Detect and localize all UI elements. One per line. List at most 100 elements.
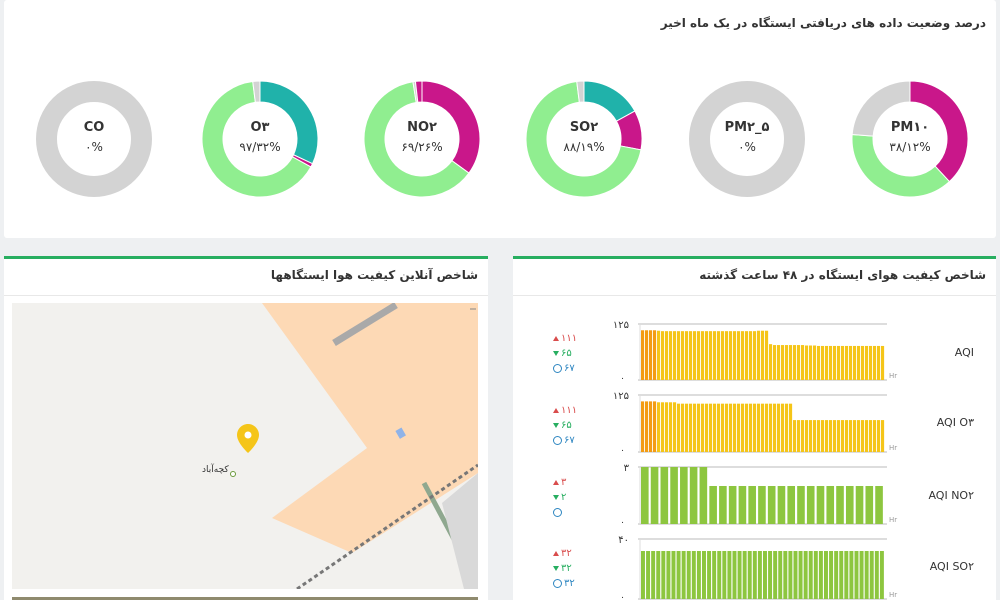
aqi-bar	[839, 551, 844, 599]
row-label-aqi-so2: AQI SO۲	[929, 560, 974, 573]
aqi-bar	[837, 345, 841, 380]
aqi-bar	[798, 551, 803, 599]
stat-min: ۶۵	[553, 346, 593, 361]
aqi-bar	[737, 403, 741, 452]
map-railway	[296, 463, 478, 589]
aqi-bar	[660, 467, 669, 524]
aqi-bar	[741, 403, 745, 452]
aqi-bar	[873, 345, 877, 380]
map-bottom-strip	[12, 597, 478, 600]
aqi-bar	[745, 331, 749, 380]
aqi-bar	[793, 551, 798, 599]
aqi-bar	[797, 420, 801, 452]
y-tick-min: ۰	[620, 446, 625, 456]
clock-icon	[553, 364, 562, 373]
aqi-bar	[824, 551, 828, 599]
aqi-bar	[861, 420, 865, 452]
aqi-bar	[845, 486, 854, 524]
aqi-bar	[768, 551, 773, 599]
stat-min: ۶۵	[553, 418, 593, 433]
location-pin-icon[interactable]	[237, 424, 259, 453]
aqi-bar	[841, 345, 845, 380]
clock-icon	[553, 508, 562, 517]
aqi-bar	[666, 551, 671, 599]
row-label-aqi: AQI	[954, 346, 974, 359]
aqi-bar	[781, 403, 785, 452]
donut-value: ۸۸/۱۹%	[563, 140, 604, 154]
aqi-bar	[656, 551, 661, 599]
aqi-bar	[801, 345, 805, 380]
arrow-up-icon	[553, 480, 559, 485]
aqi-bar	[777, 486, 786, 524]
y-tick-min: ۰	[620, 593, 625, 600]
aqi-bar	[801, 420, 805, 452]
donut-slice	[252, 80, 261, 103]
donut-slice	[201, 80, 312, 198]
aqi-bar	[685, 403, 689, 452]
aqi-bar	[669, 402, 673, 452]
aqi-bar	[789, 403, 793, 452]
aqi-bar	[881, 345, 885, 380]
arrow-down-icon	[553, 566, 559, 571]
donut-slice	[851, 80, 911, 137]
y-tick-max: ۱۲۵	[613, 391, 629, 402]
aqi-bar	[727, 551, 732, 599]
aqi-bar	[805, 345, 809, 380]
aqi-bar	[853, 420, 857, 452]
aqi-bar-chart: ۱۲۵ ۰ Hr	[613, 320, 897, 384]
aqi-bar-chart: ۱۲۵ ۰ Hr	[613, 391, 897, 456]
aqi-bar-chart: ۳ ۰ Hr	[620, 463, 897, 528]
aqi-bar	[837, 420, 841, 452]
aqi-bar	[650, 467, 659, 524]
aqi-bar	[797, 345, 801, 380]
aqi-bar	[641, 401, 645, 452]
aqi-bar	[809, 420, 813, 452]
aqi-bar	[765, 403, 769, 452]
town-dot-icon	[230, 471, 236, 477]
donut-value: ۰%	[85, 140, 103, 154]
aqi-bar	[758, 486, 766, 524]
aqi-bar	[781, 345, 785, 380]
aqi-bar	[677, 403, 681, 452]
aqi-bar	[645, 401, 649, 452]
aqi-bar	[702, 551, 706, 599]
aqi-bar	[869, 345, 873, 380]
aqi-bar	[689, 467, 698, 524]
aqi-bar	[773, 551, 778, 599]
station-map[interactable]: کچه‌آباد	[12, 303, 478, 589]
stat-max: ۳	[553, 475, 593, 490]
donut-chart: PM۱۰ ۳۸/۱۲%	[851, 80, 969, 198]
stat-max: ۱۱۱	[553, 403, 593, 418]
aqi-bar	[741, 331, 745, 380]
map-gray-block	[442, 473, 478, 589]
aqi-bar	[653, 330, 657, 380]
y-tick-min: ۰	[620, 518, 625, 528]
y-tick-max: ۱۲۵	[613, 320, 629, 331]
aqi-bar	[713, 403, 717, 452]
aqi-bar	[729, 331, 733, 380]
stat-min: ۳۲	[553, 561, 593, 576]
aqi-bar	[653, 401, 657, 452]
aqi-bar	[646, 551, 651, 599]
aqi-bar	[777, 403, 781, 452]
hr-label: Hr	[889, 516, 897, 524]
donut-slice	[689, 81, 805, 197]
aqi-bar	[670, 467, 678, 524]
aqi-bar	[721, 331, 725, 380]
aqi-bar	[680, 467, 688, 524]
aqi-bar	[689, 403, 693, 452]
arrow-down-icon	[553, 495, 559, 500]
aqi-bar	[691, 551, 696, 599]
aqi-bar-chart: ۴۰ ۰ Hr	[618, 535, 897, 600]
aqi-bar	[757, 403, 761, 452]
donut-value: ۰%	[738, 140, 756, 154]
aqi-bar	[849, 345, 853, 380]
stat-max: ۳۲	[553, 546, 593, 561]
y-tick-max: ۳	[624, 463, 630, 474]
aqi-bar	[757, 330, 761, 380]
stats-aqi-so2: ۳۲ ۳۲ ۳۲	[553, 546, 593, 591]
aqi-bar	[753, 403, 757, 452]
aqi-bar	[825, 420, 829, 452]
aqi-bar	[669, 331, 673, 380]
donut-label: O۳	[251, 120, 270, 135]
